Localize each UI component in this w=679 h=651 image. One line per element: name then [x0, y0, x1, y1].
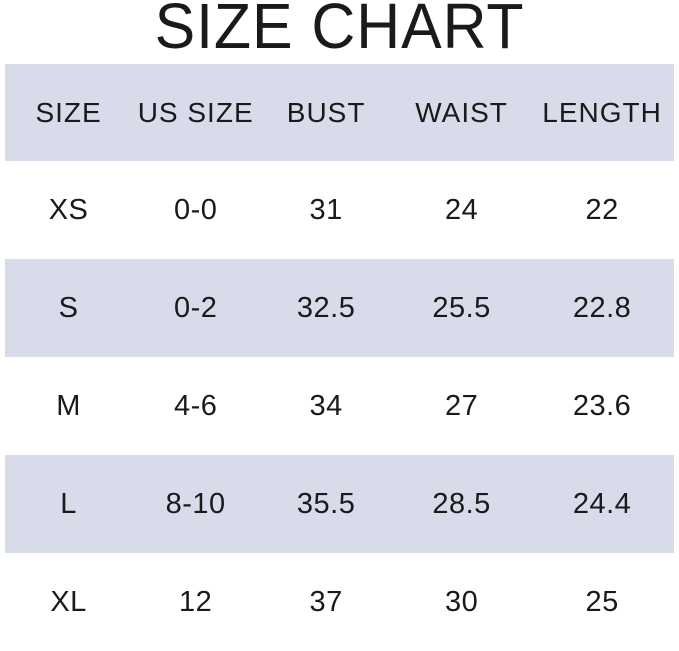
cell-us-size: 4-6: [173, 389, 218, 422]
cell-size: L: [60, 487, 77, 520]
table-row-s: S 0-2 32.5 25.5 22.8: [5, 259, 674, 357]
cell-bust: 37: [309, 585, 343, 618]
cell-length: 23.6: [572, 389, 632, 422]
cell-waist: 25.5: [432, 291, 491, 324]
cell-us-size: 8-10: [165, 487, 226, 520]
cell-size: XL: [50, 585, 87, 618]
cell-bust: 32.5: [296, 291, 356, 324]
column-header-bust: BUST: [286, 96, 366, 128]
cell-size: XS: [48, 193, 89, 226]
column-header-length: LENGTH: [542, 96, 662, 128]
column-header-us-size: US SIZE: [137, 96, 254, 128]
cell-length: 22: [585, 193, 619, 226]
page-title: SIZE CHART: [154, 0, 525, 62]
cell-us-size: 12: [179, 585, 213, 618]
table-row-l: L 8-10 35.5 28.5 24.4: [5, 455, 674, 553]
table-row-xs: XS 0-0 31 24 22: [5, 161, 674, 259]
cell-waist: 28.5: [432, 487, 491, 520]
column-header-size: SIZE: [35, 96, 102, 128]
cell-size: M: [56, 389, 81, 422]
cell-length: 22.8: [572, 291, 632, 324]
cell-length: 24.4: [572, 487, 632, 520]
cell-bust: 34: [309, 389, 343, 422]
cell-length: 25: [585, 585, 619, 618]
table-row-xl: XL 12 37 30 25: [5, 553, 674, 651]
cell-size: S: [58, 291, 79, 324]
cell-bust: 31: [309, 193, 343, 226]
column-header-waist: WAIST: [415, 96, 508, 128]
table-header-row: SIZE US SIZE BUST WAIST LENGTH: [5, 64, 674, 161]
size-chart-table: SIZE US SIZE BUST WAIST LENGTH XS 0-0 31…: [5, 64, 674, 651]
table-row-m: M 4-6 34 27 23.6: [5, 357, 674, 455]
cell-bust: 35.5: [296, 487, 356, 520]
cell-waist: 30: [444, 585, 479, 618]
cell-us-size: 0-0: [173, 193, 218, 226]
cell-waist: 24: [444, 193, 479, 226]
cell-waist: 27: [444, 389, 479, 422]
cell-us-size: 0-2: [173, 291, 218, 324]
